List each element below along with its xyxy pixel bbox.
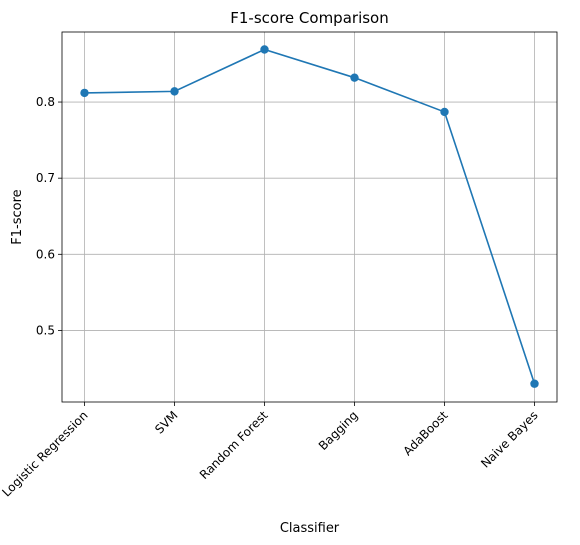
grid (62, 32, 557, 402)
plot-frame (61, 31, 558, 403)
x-tick-label: Logistic Regression (0, 408, 91, 499)
y-tick-label: 0.7 (36, 171, 55, 185)
series-line (84, 48, 536, 384)
x-axis-label: Classifier (280, 521, 340, 536)
x-tick-label: Bagging (316, 408, 361, 453)
chart-title: F1-score Comparison (230, 9, 388, 27)
y-tick-label: 0.5 (36, 323, 55, 337)
x-tick-label: Random Forest (197, 408, 271, 482)
data-point (530, 379, 539, 388)
x-tick-label: AdaBoost (401, 408, 451, 458)
data-point (350, 73, 359, 82)
y-axis-label: F1-score (10, 189, 25, 244)
data-point (170, 87, 179, 96)
x-tick-label: Naive Bayes (478, 408, 540, 470)
y-tick-label: 0.6 (36, 247, 55, 261)
data-point (80, 88, 89, 98)
series (80, 45, 539, 388)
y-tick-label: 0.8 (36, 95, 55, 109)
x-tick-label: SVM (152, 408, 180, 436)
data-point (260, 45, 269, 54)
data-point (440, 107, 449, 117)
